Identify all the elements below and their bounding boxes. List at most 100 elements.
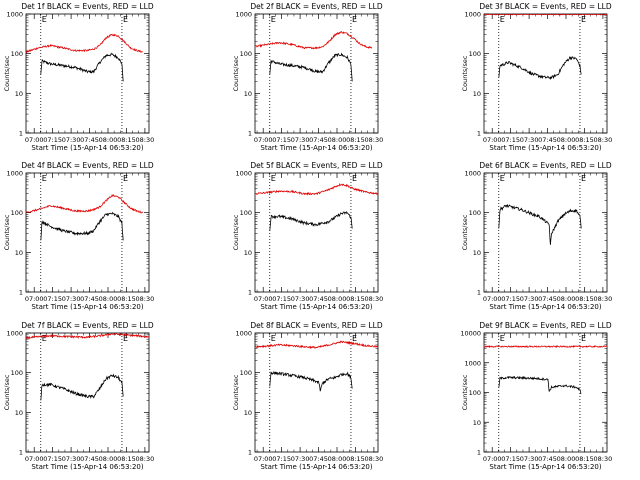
y-tick-label: 1	[477, 130, 481, 138]
interval-marker-label: E	[581, 15, 586, 24]
interval-marker-label: E	[123, 15, 128, 24]
y-tick-label: 100	[11, 209, 23, 217]
panel-title: Det 8f BLACK = Events, RED = LLD	[250, 321, 383, 330]
x-tick-label: 07:45	[309, 136, 328, 144]
x-tick-label: 08:15	[346, 295, 365, 303]
y-tick-label: 10	[244, 90, 252, 98]
x-axis-title: Start Time (15-Apr-14 06:53:20)	[31, 303, 143, 311]
x-tick-label: 07:00	[25, 136, 44, 144]
interval-marker-label: E	[500, 334, 505, 343]
interval-marker-label: E	[271, 334, 276, 343]
x-tick-label: 07:15	[272, 295, 291, 303]
y-axis-title: Counts/sec	[3, 214, 11, 250]
x-tick-label: 07:30	[291, 136, 310, 144]
detector-panel: Det 1f BLACK = Events, RED = LLD 1 10 100 10…	[3, 2, 154, 152]
interval-marker-label: E	[42, 174, 47, 183]
y-tick-label: 10	[473, 90, 481, 98]
y-axis-title: Counts/sec	[232, 55, 240, 91]
events-series-line	[269, 52, 353, 82]
x-axis-title: Start Time (15-Apr-14 06:53:20)	[260, 144, 372, 152]
detector-panel: Det 2f BLACK = Events, RED = LLD 1 10 100 10…	[232, 2, 383, 152]
y-tick-label: 1000	[464, 359, 481, 367]
y-tick-label: 10	[15, 90, 23, 98]
x-tick-label: 08:00	[99, 136, 118, 144]
lld-series-line	[25, 333, 149, 340]
y-tick-label: 10	[473, 249, 481, 257]
y-tick-label: 10	[244, 409, 252, 417]
detector-panel: Det 4f BLACK = Events, RED = LLD 1 10 100 10…	[3, 161, 154, 311]
interval-marker-label: E	[500, 174, 505, 183]
x-tick-label: 07:00	[254, 295, 273, 303]
interval-marker-label: E	[42, 15, 47, 24]
lld-series-line	[254, 30, 372, 50]
events-series-line	[498, 375, 582, 395]
x-tick-label: 07:15	[272, 136, 291, 144]
y-axis-title: Counts/sec	[461, 55, 469, 91]
x-axis-title: Start Time (15-Apr-14 06:53:20)	[31, 144, 143, 152]
x-tick-label: 07:45	[80, 136, 99, 144]
x-tick-label: 08:15	[575, 295, 594, 303]
x-tick-label: 07:30	[62, 136, 81, 144]
y-axis-title: Counts/sec	[3, 55, 11, 91]
lld-series-line	[25, 33, 143, 54]
x-tick-label: 08:30	[594, 136, 613, 144]
panel-title: Det 9f BLACK = Events, RED = LLD	[479, 321, 612, 330]
x-axis-title: Start Time (15-Apr-14 06:53:20)	[260, 463, 372, 471]
plot-frame	[254, 13, 379, 134]
x-tick-label: 08:00	[99, 455, 118, 463]
y-tick-label: 1	[477, 289, 481, 297]
y-tick-label: 10	[473, 419, 481, 427]
plot-frame	[254, 332, 379, 453]
x-tick-label: 08:00	[328, 136, 347, 144]
lld-series-line	[254, 182, 379, 196]
y-tick-label: 100	[11, 369, 23, 377]
x-tick-label: 07:30	[62, 455, 81, 463]
panel-title: Det 1f BLACK = Events, RED = LLD	[21, 2, 154, 11]
x-tick-label: 07:30	[520, 455, 539, 463]
y-tick-label: 100	[11, 50, 23, 58]
interval-marker-label: E	[581, 334, 586, 343]
x-tick-label: 08:00	[328, 295, 347, 303]
panel-title: Det 7f BLACK = Events, RED = LLD	[21, 321, 154, 330]
x-tick-label: 08:30	[365, 136, 384, 144]
events-series-line	[269, 370, 353, 392]
y-tick-label: 10	[15, 249, 23, 257]
y-tick-label: 10000	[460, 330, 481, 338]
events-series-line	[269, 210, 353, 231]
interval-marker-label: E	[271, 174, 276, 183]
interval-marker-label: E	[352, 15, 357, 24]
events-series-line	[40, 52, 124, 82]
x-tick-label: 08:30	[365, 455, 384, 463]
x-axis-title: Start Time (15-Apr-14 06:53:20)	[31, 463, 143, 471]
x-tick-label: 08:30	[594, 295, 613, 303]
detector-panel: Det 7f BLACK = Events, RED = LLD 1 10 100 10…	[3, 321, 154, 471]
events-series-line	[40, 211, 124, 241]
x-tick-label: 07:15	[501, 455, 520, 463]
y-tick-label: 100	[240, 209, 252, 217]
panel-title: Det 3f BLACK = Events, RED = LLD	[479, 2, 612, 11]
y-tick-label: 100	[240, 369, 252, 377]
x-tick-label: 08:15	[117, 295, 136, 303]
y-tick-label: 1000	[6, 330, 23, 338]
y-tick-label: 1	[19, 289, 23, 297]
y-axis-title: Counts/sec	[232, 214, 240, 250]
y-tick-label: 1	[248, 130, 252, 138]
x-tick-label: 08:15	[575, 455, 594, 463]
x-tick-label: 08:15	[575, 136, 594, 144]
plot-frame	[483, 332, 608, 453]
x-tick-label: 07:15	[43, 136, 62, 144]
x-tick-label: 07:45	[309, 295, 328, 303]
x-tick-label: 08:30	[136, 295, 155, 303]
y-tick-label: 1000	[464, 170, 481, 178]
x-tick-label: 08:00	[557, 455, 576, 463]
panel-title: Det 6f BLACK = Events, RED = LLD	[479, 161, 612, 170]
x-tick-label: 08:30	[136, 455, 155, 463]
x-tick-label: 07:30	[62, 295, 81, 303]
plot-frame	[254, 172, 379, 293]
plot-frame	[25, 332, 150, 453]
x-tick-label: 08:00	[99, 295, 118, 303]
y-tick-label: 1	[19, 449, 23, 457]
x-tick-label: 08:00	[328, 455, 347, 463]
events-series-line	[40, 373, 124, 401]
interval-marker-label: E	[352, 334, 357, 343]
